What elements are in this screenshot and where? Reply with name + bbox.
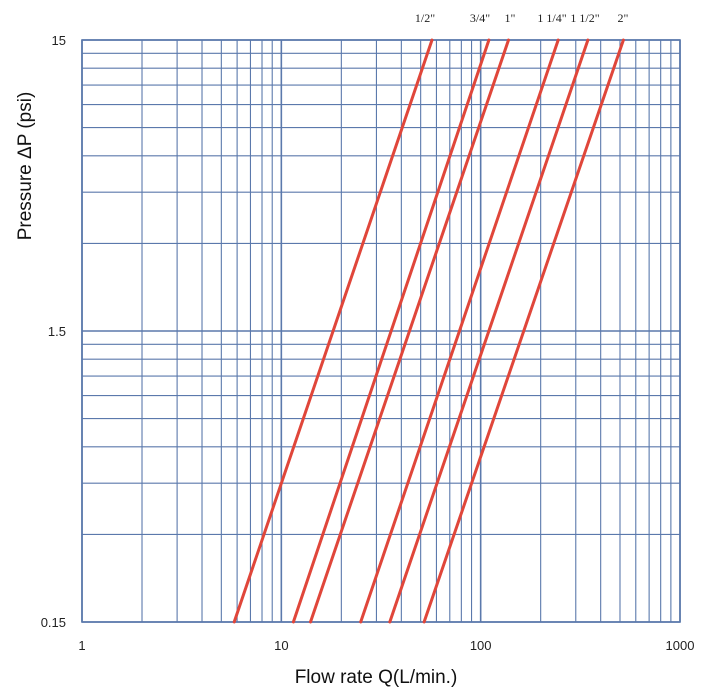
x-tick-label: 100: [470, 638, 492, 653]
series-lines: [232, 38, 625, 624]
series-line-3: [309, 38, 510, 624]
series-label-6: 2": [618, 11, 629, 25]
series-label-1: 1/2": [415, 11, 435, 25]
y-axis-title: Pressure ΔP (psi): [15, 92, 36, 241]
series-label-4: 1 1/4": [537, 11, 566, 25]
plot-frame: [81, 39, 681, 623]
series-label-3: 1": [505, 11, 516, 25]
x-axis-title: Flow rate Q(L/min.): [295, 667, 458, 688]
x-tick-label: 1: [78, 638, 85, 653]
series-line-6: [422, 38, 625, 624]
y-tick-label: 0.15: [41, 615, 66, 630]
y-tick-label: 1.5: [48, 324, 66, 339]
series-line-4: [359, 38, 560, 624]
x-tick-label: 1000: [666, 638, 695, 653]
y-tick-label: 15: [52, 33, 66, 48]
y-tick-labels: 0.15 1.5 15: [41, 33, 66, 630]
x-tick-labels: 1 10 100 1000: [78, 638, 694, 653]
x-tick-label: 10: [274, 638, 288, 653]
series-line-2: [291, 38, 491, 624]
grid: [81, 39, 681, 623]
series-label-2: 3/4": [470, 11, 490, 25]
series-label-5: 1 1/2": [570, 11, 599, 25]
series-labels: 1/2" 3/4" 1" 1 1/4" 1 1/2" 2": [415, 11, 629, 25]
series-line-5: [388, 38, 590, 624]
series-line-1: [232, 38, 434, 624]
